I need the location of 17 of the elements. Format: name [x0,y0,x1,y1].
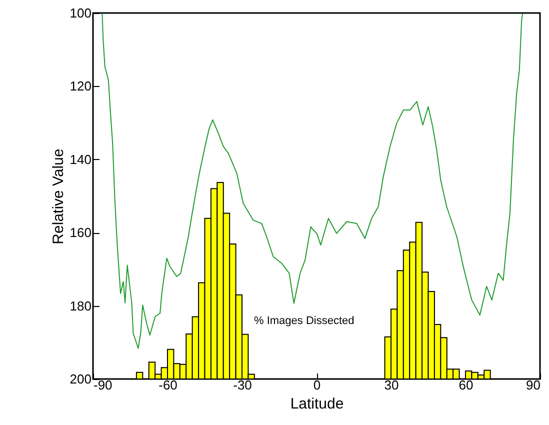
annotation: % Images Dissected [254,315,354,327]
y-tick-label: 180 [70,298,92,314]
x-tick-label: 0 [313,378,321,392]
x-tick-label: -30 [233,378,252,392]
x-tick-label: -90 [94,378,112,392]
y-axis-title: Relative Value [50,148,67,244]
x-tick-label: -60 [158,378,178,392]
y-tick-label: 100 [70,6,92,20]
x-tick-label: 30 [384,378,399,392]
x-tick-label: 90 [526,378,540,392]
line-series [102,12,524,349]
y-tick-label: 140 [70,152,92,167]
y-tick-label: 200 [70,372,92,386]
y-tick-label: 160 [70,225,92,240]
x-tick-label: 60 [458,378,474,392]
x-axis-title: Latitude [290,396,344,412]
y-tick-label: 120 [70,78,92,94]
